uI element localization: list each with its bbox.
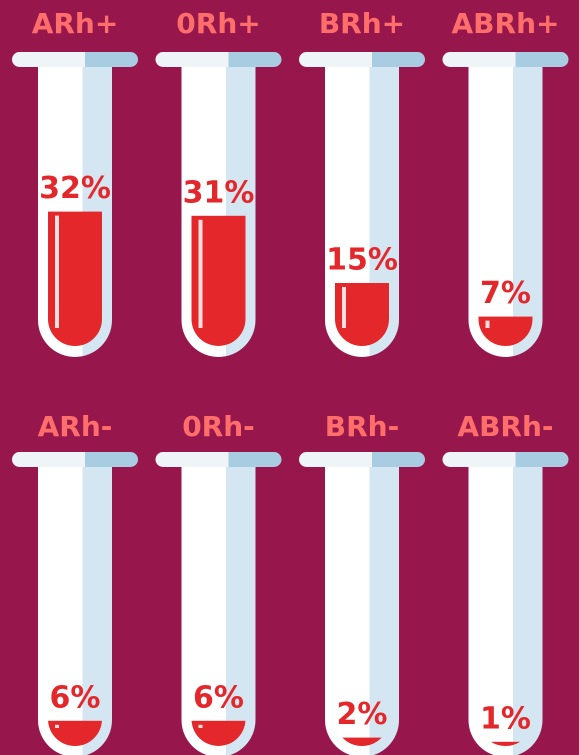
value-label: 1% xyxy=(480,701,531,736)
value-label: 2% xyxy=(337,697,388,732)
highlight xyxy=(198,724,203,728)
value-label: 6% xyxy=(193,680,244,715)
value-label: 7% xyxy=(480,276,531,311)
tube xyxy=(325,60,399,357)
tube-label: ABRh+ xyxy=(452,7,560,40)
blood xyxy=(335,737,389,746)
tube-label: BRh- xyxy=(325,410,399,443)
tube-rim xyxy=(299,452,425,467)
tube-label: ARh+ xyxy=(32,7,119,40)
tube xyxy=(468,460,543,755)
blood xyxy=(478,741,533,746)
tube xyxy=(325,460,399,755)
highlight xyxy=(342,287,346,328)
value-label: 15% xyxy=(326,243,398,278)
value-label: 31% xyxy=(183,175,255,210)
tube-label: BRh+ xyxy=(319,7,405,40)
tube xyxy=(468,60,543,358)
tube-rim xyxy=(299,52,425,67)
tube-label: ARh- xyxy=(38,410,113,443)
highlight xyxy=(485,320,490,328)
tube xyxy=(38,460,112,755)
tube-rim xyxy=(12,452,138,467)
tube-rim xyxy=(155,452,282,467)
value-label: 6% xyxy=(50,680,101,715)
highlight xyxy=(198,219,203,328)
highlight xyxy=(55,724,59,728)
highlight xyxy=(55,215,59,328)
value-label: 32% xyxy=(39,171,111,206)
tube-label: 0Rh- xyxy=(182,410,255,443)
tube xyxy=(181,460,256,755)
tube-rim xyxy=(442,52,569,67)
tube-rim xyxy=(12,52,138,67)
tube-rim xyxy=(155,52,282,67)
tube-label: ABRh- xyxy=(457,410,553,443)
tube-rim xyxy=(442,452,569,467)
tube-label: 0Rh+ xyxy=(176,7,260,40)
